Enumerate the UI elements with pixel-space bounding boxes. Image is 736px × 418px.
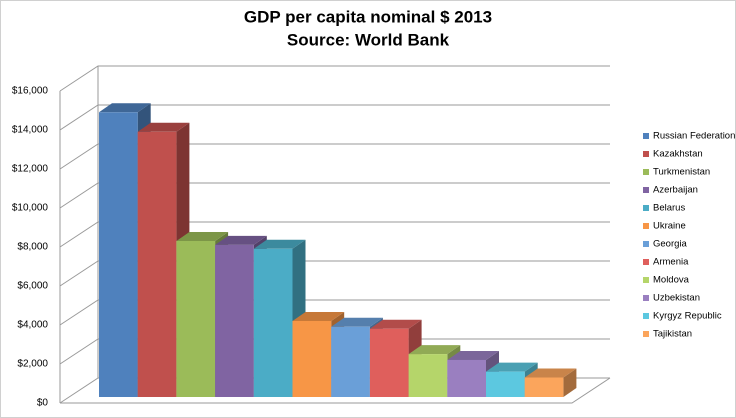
bar [215,244,254,397]
bar-top [137,122,190,132]
legend-label: Georgia [653,239,688,250]
bar-top [369,319,422,329]
legend-label: Russian Federation [653,131,735,142]
bar-top [215,235,267,245]
bar-top [447,350,499,360]
legend-label: Turkmenistan [653,167,710,178]
legend-label: Kyrgyz Republic [653,311,722,322]
legend-swatch [643,313,649,319]
y-tick-label: $10,000 [12,203,49,214]
chart-title: GDP per capita nominal $ 2013 [244,7,492,26]
legend-swatch [643,205,649,211]
legend-label: Belarus [653,203,685,214]
legend-label: Uzbekistan [653,293,700,304]
bar-top [331,317,383,327]
bar-side [563,368,577,397]
legend-swatch [643,295,649,301]
legend-label: Moldova [653,275,690,286]
bar-top [253,239,306,249]
legend-swatch [643,187,649,193]
y-tick-label: $14,000 [12,125,49,136]
y-tick-label: $6,000 [17,281,48,292]
legend-swatch [643,169,649,175]
bar-top [292,311,345,321]
legend-label: Armenia [653,257,689,268]
legend-swatch [643,133,649,139]
bar [486,371,525,397]
legend-swatch [643,277,649,283]
bar [369,328,409,397]
bar [99,112,138,398]
bar [331,326,370,397]
bar-top [486,362,538,372]
bar [176,241,216,397]
y-tick-label: $8,000 [17,242,48,253]
legend-label: Azerbaijan [653,185,698,196]
bar-top [524,368,577,378]
y-tick-label: $0 [37,398,49,409]
y-tick-label: $12,000 [12,164,49,175]
legend-label: Kazakhstan [653,149,703,160]
bar [408,354,448,397]
bar [137,131,177,398]
chart-subtitle: Source: World Bank [287,30,450,49]
bar-top [99,103,151,113]
legend-swatch [643,259,649,265]
legend-label: Tajikistan [653,329,692,340]
legend-swatch [643,223,649,229]
floor-edge [60,377,611,404]
legend-swatch [643,241,649,247]
bar [447,359,486,397]
bar-top [408,345,461,355]
y-tick-label: $2,000 [17,359,48,370]
bar [253,248,293,397]
y-tick-label: $4,000 [17,320,48,331]
y-tick-label: $16,000 [12,86,49,97]
legend-swatch [643,331,649,337]
bar [292,320,332,397]
legend-swatch [643,151,649,157]
bar-top [176,232,229,241]
bar [524,377,564,397]
legend-label: Ukraine [653,221,686,232]
